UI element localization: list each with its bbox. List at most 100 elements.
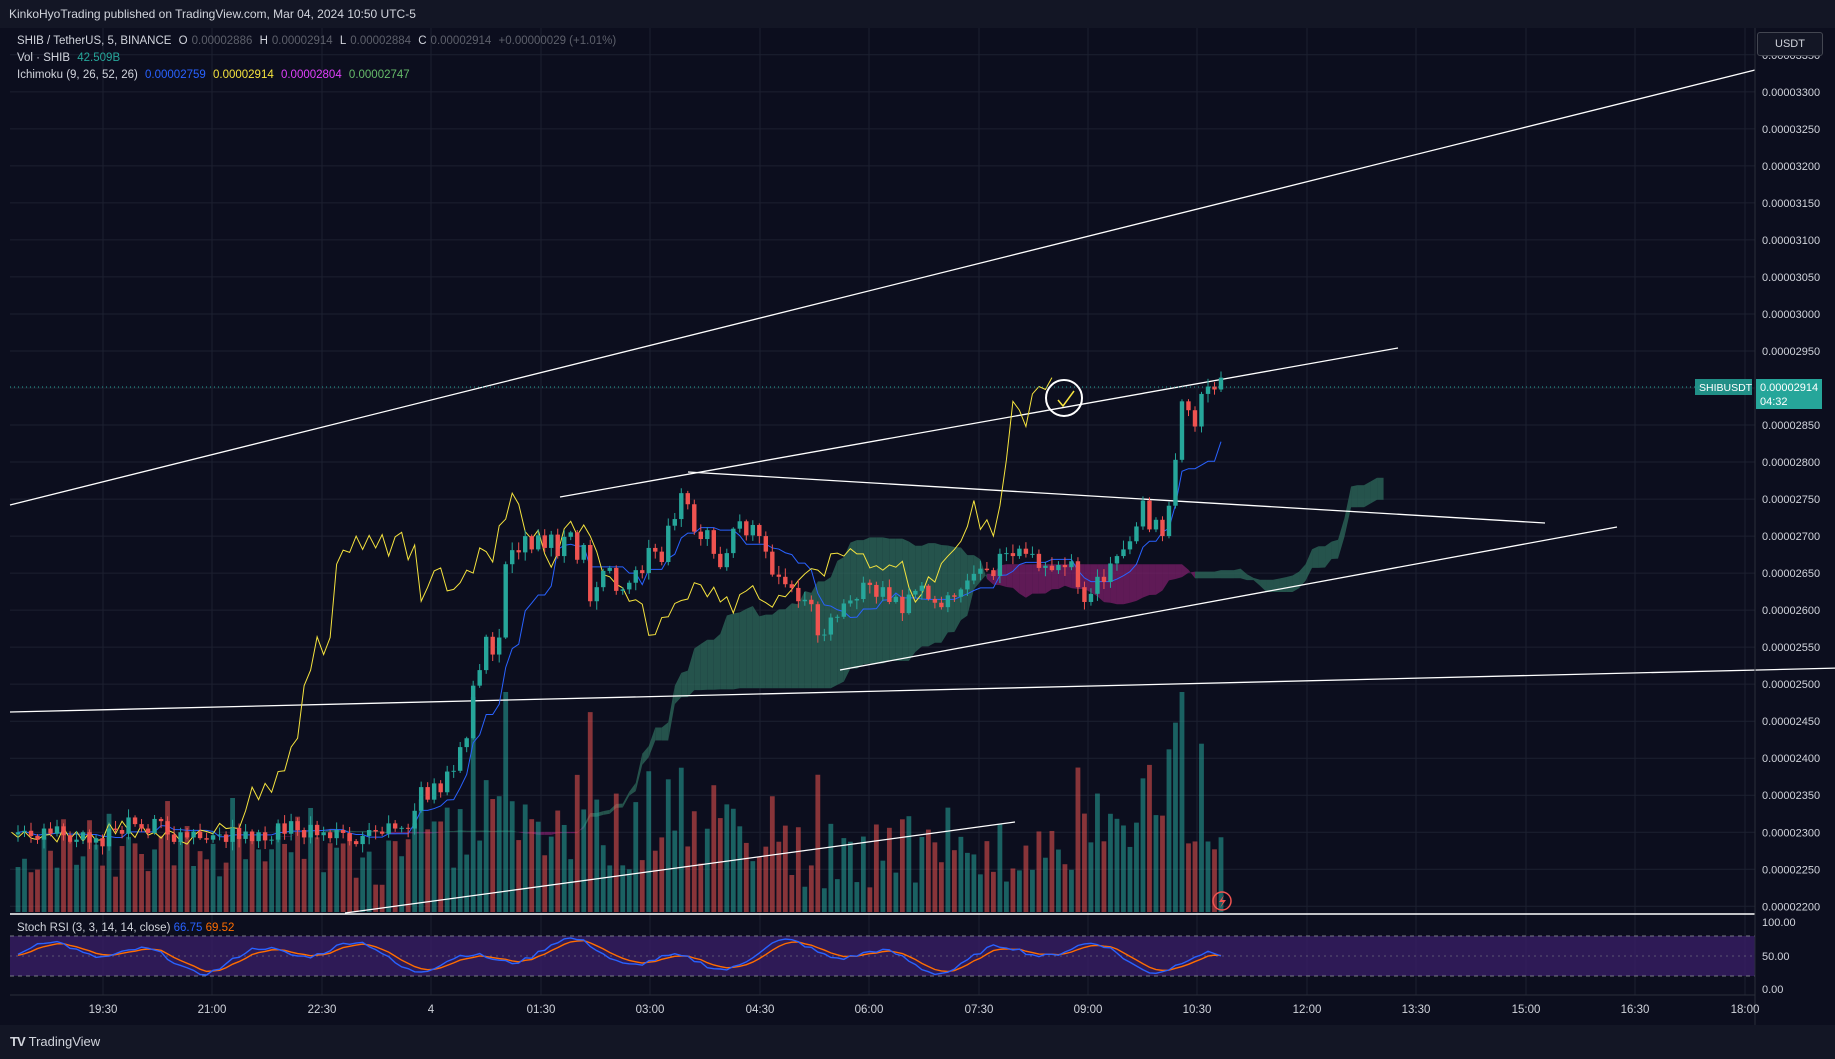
currency-button[interactable]: USDT (1757, 32, 1823, 56)
kumo-segment (973, 555, 981, 590)
volume-bar (405, 839, 411, 912)
kumo-segment (1325, 541, 1332, 568)
volume-bar (834, 879, 840, 912)
volume-bar (1017, 870, 1022, 912)
kumo-segment (356, 831, 363, 832)
symbol-name[interactable]: SHIB / TetherUS, 5, BINANCE (17, 35, 172, 47)
candle-body (451, 770, 456, 772)
kumo-segment (629, 782, 636, 796)
kumo-segment (1188, 569, 1195, 579)
stoch-label[interactable]: Stoch RSI (3, 3, 14, 14, close) (17, 922, 171, 934)
volume-bars (15, 692, 1224, 912)
volume-bar (971, 854, 977, 912)
candle-body (373, 830, 378, 832)
candle-body (1004, 553, 1009, 555)
kumo-segment (1149, 564, 1156, 595)
volume-bar (1147, 764, 1152, 912)
kumo-segment (1045, 564, 1052, 594)
price-tick-label: 0.00002500 (1762, 679, 1820, 691)
candle-body (74, 839, 79, 842)
kumo-segment (986, 573, 994, 585)
candle-body (1127, 541, 1133, 550)
kumo-segment (830, 560, 838, 689)
symbol-legend[interactable]: SHIB / TetherUS, 5, BINANCE O 0.00002886 … (17, 33, 620, 49)
volume-bar (938, 862, 944, 912)
volume-bar (106, 813, 112, 912)
bar-countdown: 04:32 (1760, 396, 1788, 408)
volume-bar (659, 837, 665, 912)
kumo-segment (1260, 579, 1267, 592)
highlight-circle (1045, 379, 1083, 417)
candle-body (483, 636, 489, 671)
lightning-icon-ring[interactable] (1212, 891, 1232, 911)
time-tick-label: 06:00 (855, 1004, 884, 1016)
volume-bar (769, 796, 775, 912)
volume-bar (860, 836, 866, 912)
candle-body (35, 835, 40, 840)
candle-body (588, 544, 593, 602)
ichimoku-legend[interactable]: Ichimoku (9, 26, 52, 26) 0.00002759 0.00… (17, 67, 414, 83)
volume-bar (412, 823, 418, 912)
close-value: 0.00002914 (430, 35, 492, 47)
volume-bar (607, 865, 613, 912)
candle-body (607, 567, 612, 571)
candle-body (171, 834, 177, 842)
price-tick-label: 0.00002400 (1762, 753, 1820, 765)
candle-body (926, 585, 931, 600)
candle-body (1088, 593, 1094, 602)
volume-bar (119, 846, 125, 912)
candle-body (217, 834, 222, 836)
volume-bar (197, 851, 203, 912)
lightning-icon[interactable] (1219, 895, 1226, 908)
kumo-segment (1051, 564, 1059, 590)
candle-body (971, 573, 977, 581)
candle-body (770, 551, 775, 575)
volume-bar (100, 865, 105, 912)
volume-bar (1082, 813, 1087, 912)
price-axis[interactable]: 0.000033500.000033000.000032500.00003200… (1762, 50, 1820, 913)
volume-bar (724, 804, 730, 912)
volume-bar (639, 860, 645, 912)
publisher-header: KinkoHyoTrading published on TradingView… (0, 0, 1835, 28)
volume-bar (991, 871, 996, 912)
volume-bar (1173, 722, 1178, 912)
volume-legend[interactable]: Vol · SHIB 42.509B (17, 50, 124, 66)
candle-body (536, 535, 541, 550)
candle-body (256, 832, 261, 842)
kumo-segment (1351, 485, 1358, 508)
candle-body (783, 576, 788, 585)
kumo-segment (1181, 564, 1189, 578)
candle-body (893, 596, 899, 602)
volume-label[interactable]: Vol · SHIB (17, 52, 71, 64)
volume-bar (288, 852, 294, 912)
candle-body (659, 551, 664, 562)
brand-name: TradingView (28, 1034, 101, 1049)
volume-bar (717, 818, 723, 912)
kumo-segment (1032, 564, 1039, 594)
candle-body (106, 828, 112, 847)
volume-bar (581, 809, 587, 912)
kumo-segment (1136, 564, 1143, 601)
candle-body (516, 550, 521, 553)
candle-body (113, 828, 118, 831)
volume-bar (691, 811, 697, 912)
price-tick-label: 0.00002800 (1762, 457, 1820, 469)
candle-body (932, 599, 938, 603)
stoch-legend[interactable]: Stoch RSI (3, 3, 14, 14, close) 66.75 69… (17, 922, 234, 934)
ichimoku-spana-value: 0.00002747 (348, 69, 410, 81)
footer: TV TradingView (0, 1025, 1835, 1059)
kumo-segment (713, 633, 721, 690)
price-chart[interactable]: 0.000033500.000033000.000032500.00003200… (0, 28, 1835, 1025)
candle-body (1160, 519, 1165, 537)
candle-body (828, 617, 834, 635)
candle-body (984, 568, 990, 571)
kumo-segment (720, 615, 727, 690)
time-axis[interactable]: 19:30 21:00 22:30 4 01:30 03:00 04:30 06:00 07:3… (89, 1004, 1760, 1016)
ichimoku-label[interactable]: Ichimoku (9, 26, 52, 26) (17, 69, 138, 81)
volume-bar (763, 846, 769, 912)
price-tick-label: 0.00002650 (1762, 568, 1820, 580)
volume-bar (867, 887, 873, 912)
candle-body (991, 570, 996, 577)
low-label: L (339, 35, 347, 47)
volume-bar (672, 830, 678, 912)
